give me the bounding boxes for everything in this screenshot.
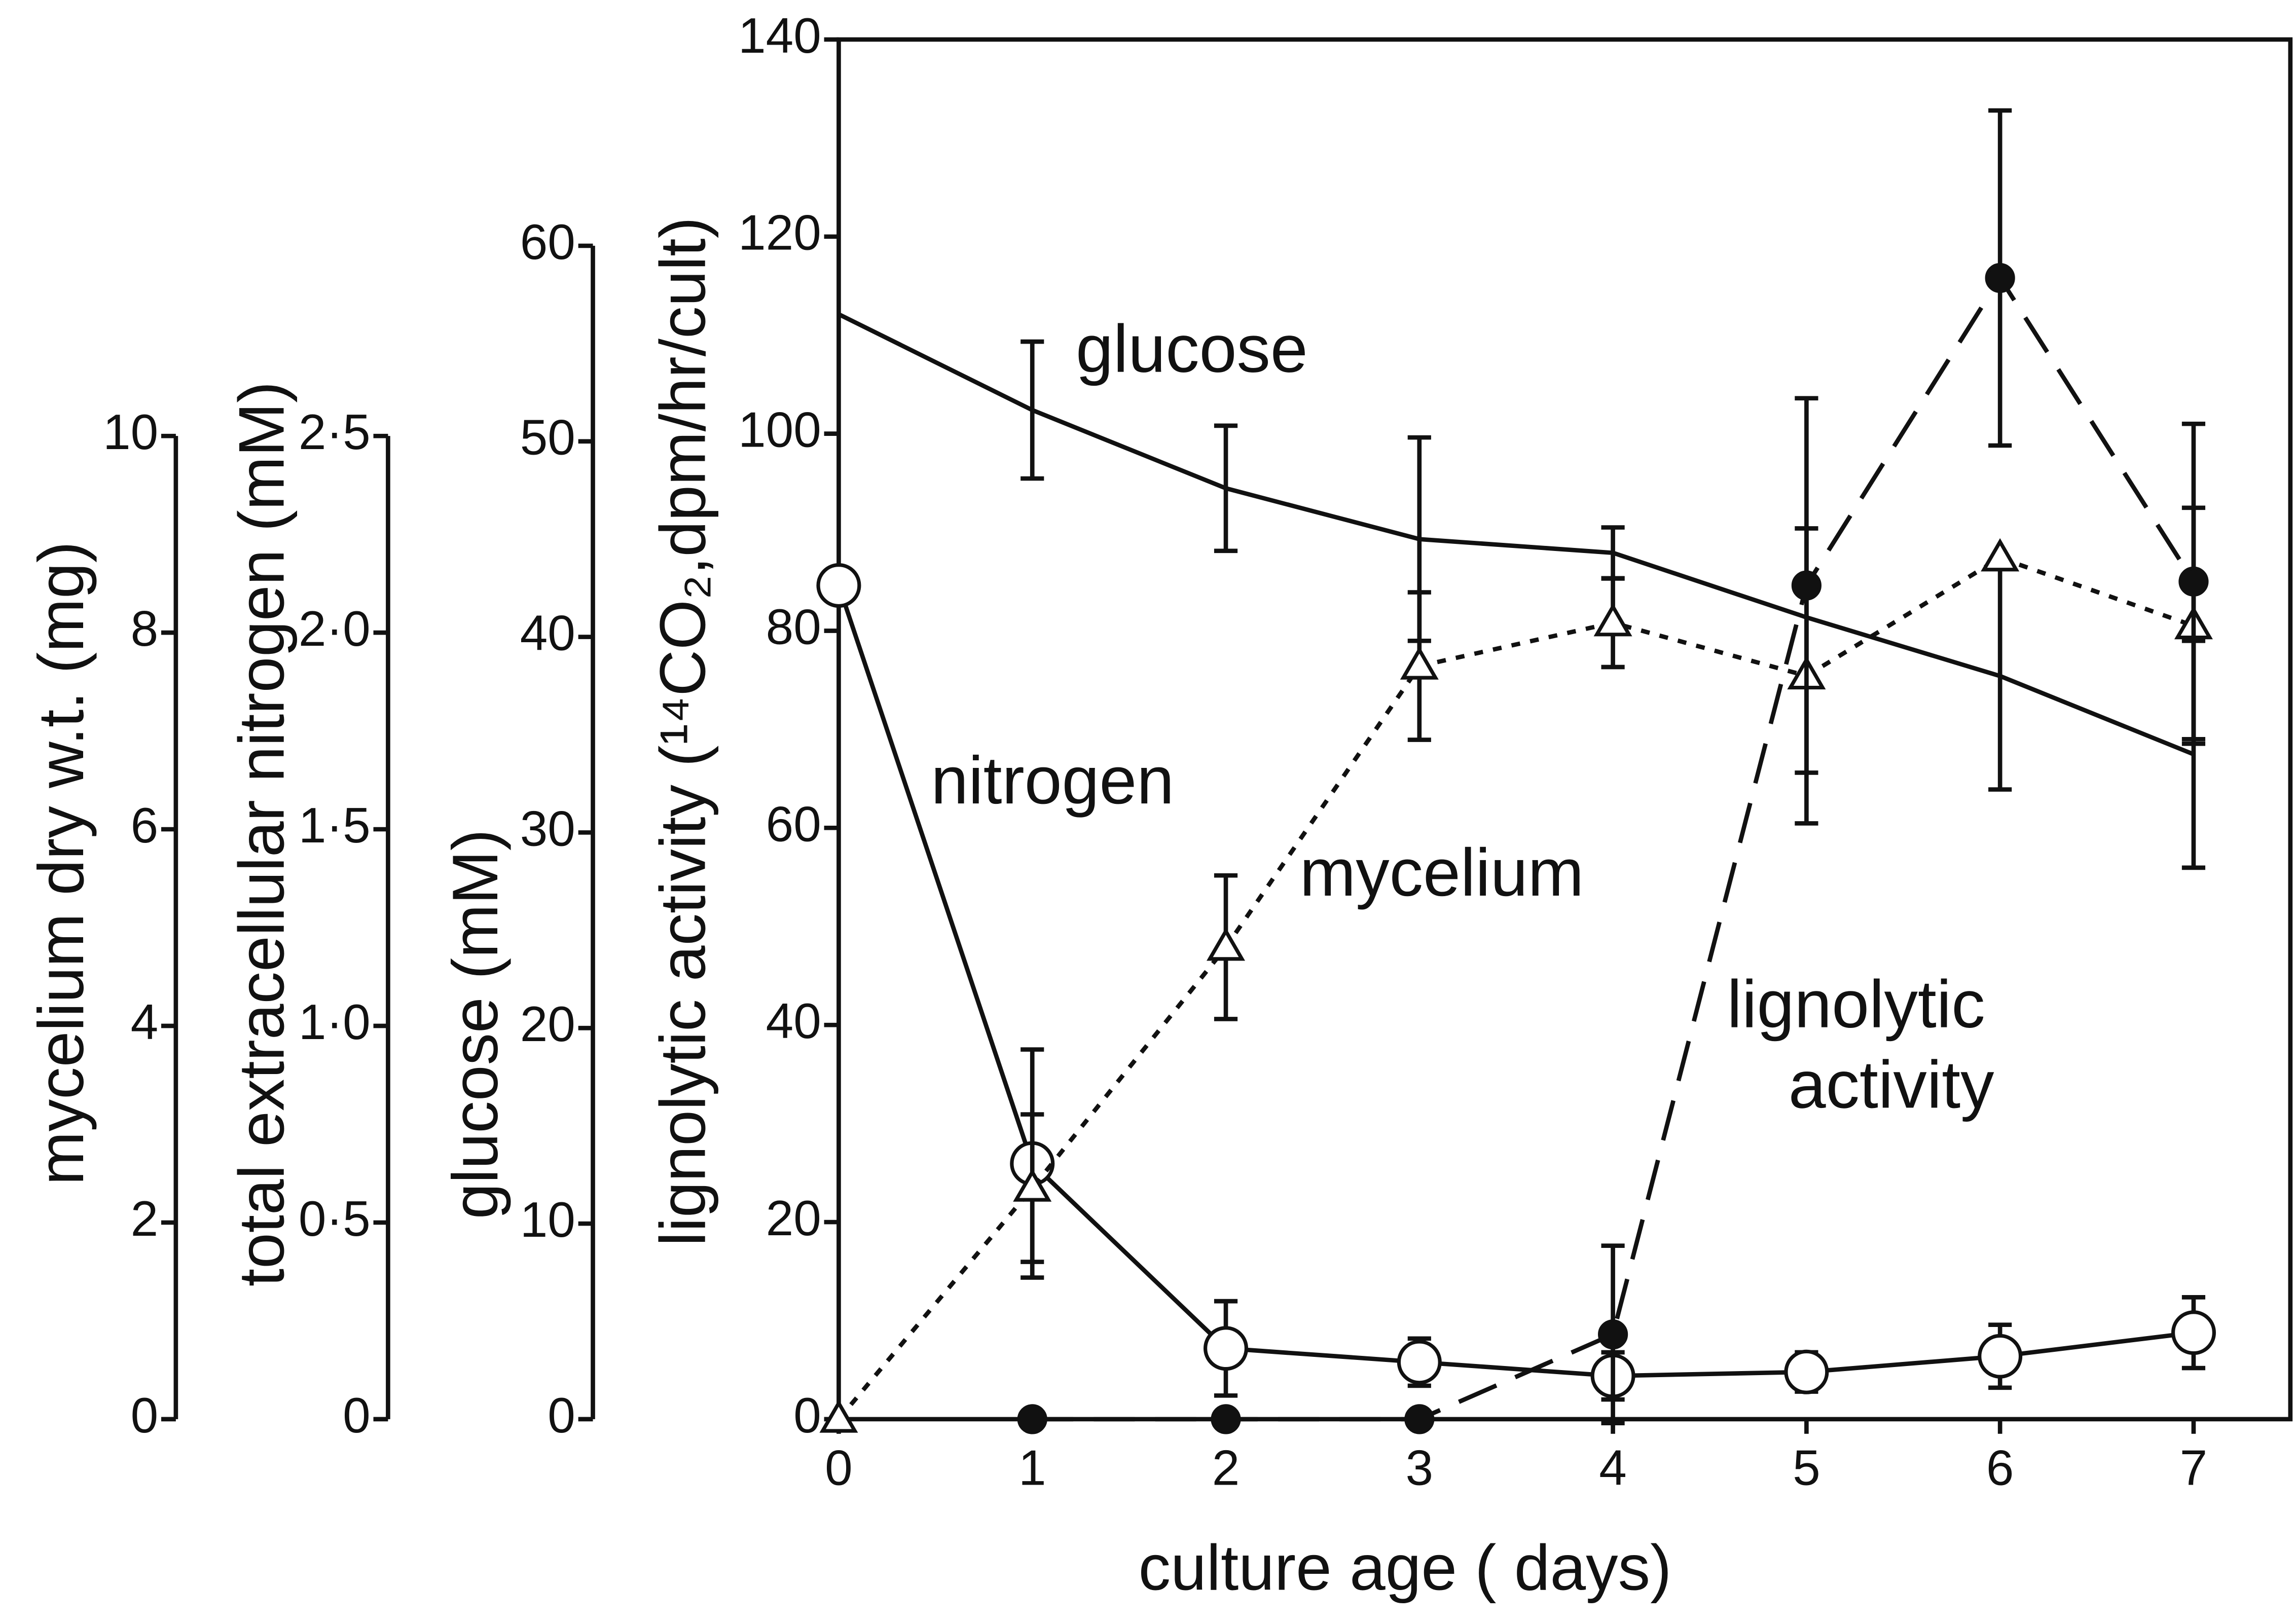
marker bbox=[1978, 1334, 2023, 1379]
x-tick-label: 2 bbox=[1212, 1440, 1240, 1496]
x-tick-label: 6 bbox=[1986, 1440, 2014, 1496]
y-axis-label: lignolytic activity (¹⁴CO₂,dpm/hr/cult) bbox=[647, 217, 719, 1246]
marker bbox=[1784, 1349, 1829, 1394]
marker bbox=[1013, 1168, 1052, 1202]
marker bbox=[1791, 570, 1822, 601]
annotation: nitrogen bbox=[931, 743, 1174, 818]
tick-label: 20 bbox=[520, 996, 575, 1052]
x-tick-label: 7 bbox=[2180, 1440, 2208, 1496]
marker bbox=[1400, 646, 1439, 680]
tick-label: 140 bbox=[738, 8, 821, 63]
tick-label: 100 bbox=[738, 402, 821, 458]
x-tick-label: 3 bbox=[1406, 1440, 1434, 1496]
tick-label: 60 bbox=[520, 214, 575, 270]
tick-label: 6 bbox=[131, 797, 159, 853]
marker bbox=[1397, 1340, 1442, 1385]
marker bbox=[1404, 1404, 1435, 1434]
tick-label: 2·5 bbox=[299, 404, 371, 460]
x-axis-label: culture age ( days) bbox=[1139, 1532, 1672, 1604]
marker bbox=[1211, 1404, 1241, 1434]
tick-label: 2·0 bbox=[299, 601, 371, 656]
x-tick-label: 4 bbox=[1599, 1440, 1627, 1496]
tick-label: 0 bbox=[343, 1387, 371, 1443]
annotation-line: lignolytic bbox=[1727, 967, 1985, 1042]
error-bar bbox=[1021, 339, 1044, 481]
marker bbox=[2178, 566, 2209, 597]
tick-label: 4 bbox=[131, 994, 159, 1050]
tick-label: 50 bbox=[520, 410, 575, 465]
annotation: mycelium bbox=[1300, 835, 1584, 910]
error-bar bbox=[1214, 423, 1238, 553]
annotation: lignolytic activity bbox=[1727, 967, 1995, 1123]
tick-label: 1·5 bbox=[299, 797, 371, 853]
series-line bbox=[837, 312, 2195, 757]
tick-label: 30 bbox=[520, 800, 575, 856]
annotation-line: activity bbox=[1789, 1048, 1994, 1123]
tick-label: 60 bbox=[766, 796, 821, 852]
series-line bbox=[836, 584, 2194, 1378]
tick-label: 40 bbox=[766, 993, 821, 1049]
x-tick-label: 1 bbox=[1018, 1440, 1046, 1496]
marker bbox=[2171, 1310, 2216, 1355]
marker bbox=[1598, 1319, 1628, 1350]
marker bbox=[1981, 538, 2020, 572]
tick-label: 120 bbox=[738, 205, 821, 261]
plot-frame bbox=[836, 37, 2293, 1422]
y2-axis-label: glucose (mM) bbox=[439, 829, 511, 1219]
marker bbox=[816, 563, 861, 608]
tick-label: 40 bbox=[520, 605, 575, 661]
annotation: glucose bbox=[1076, 312, 1308, 387]
tick-label: 0 bbox=[131, 1387, 159, 1443]
error-bar bbox=[1988, 560, 2012, 792]
tick-label: 10 bbox=[103, 404, 158, 460]
x-tick-label: 5 bbox=[1793, 1440, 1820, 1496]
x-tick-label: 0 bbox=[825, 1440, 853, 1496]
y4-axis-label: mycelium dry w.t. (mg) bbox=[25, 541, 97, 1185]
marker bbox=[1593, 603, 1632, 637]
tick-label: 20 bbox=[766, 1190, 821, 1246]
marker bbox=[1204, 1326, 1249, 1371]
tick-label: 80 bbox=[766, 599, 821, 654]
marker bbox=[1985, 263, 2015, 293]
tick-label: 10 bbox=[520, 1192, 575, 1247]
tick-label: 8 bbox=[131, 601, 159, 656]
tick-label: 2 bbox=[131, 1191, 159, 1246]
tick-label: 0 bbox=[793, 1387, 821, 1443]
marker bbox=[1207, 927, 1246, 961]
y3-axis-label: total extracellular nitrogen (mM) bbox=[225, 381, 297, 1286]
tick-label: 0·5 bbox=[299, 1191, 371, 1246]
tick-label: 0 bbox=[548, 1387, 575, 1443]
marker bbox=[819, 1399, 858, 1433]
tick-label: 1·0 bbox=[299, 994, 371, 1050]
series-line bbox=[837, 555, 2195, 1421]
marker bbox=[1017, 1404, 1047, 1434]
